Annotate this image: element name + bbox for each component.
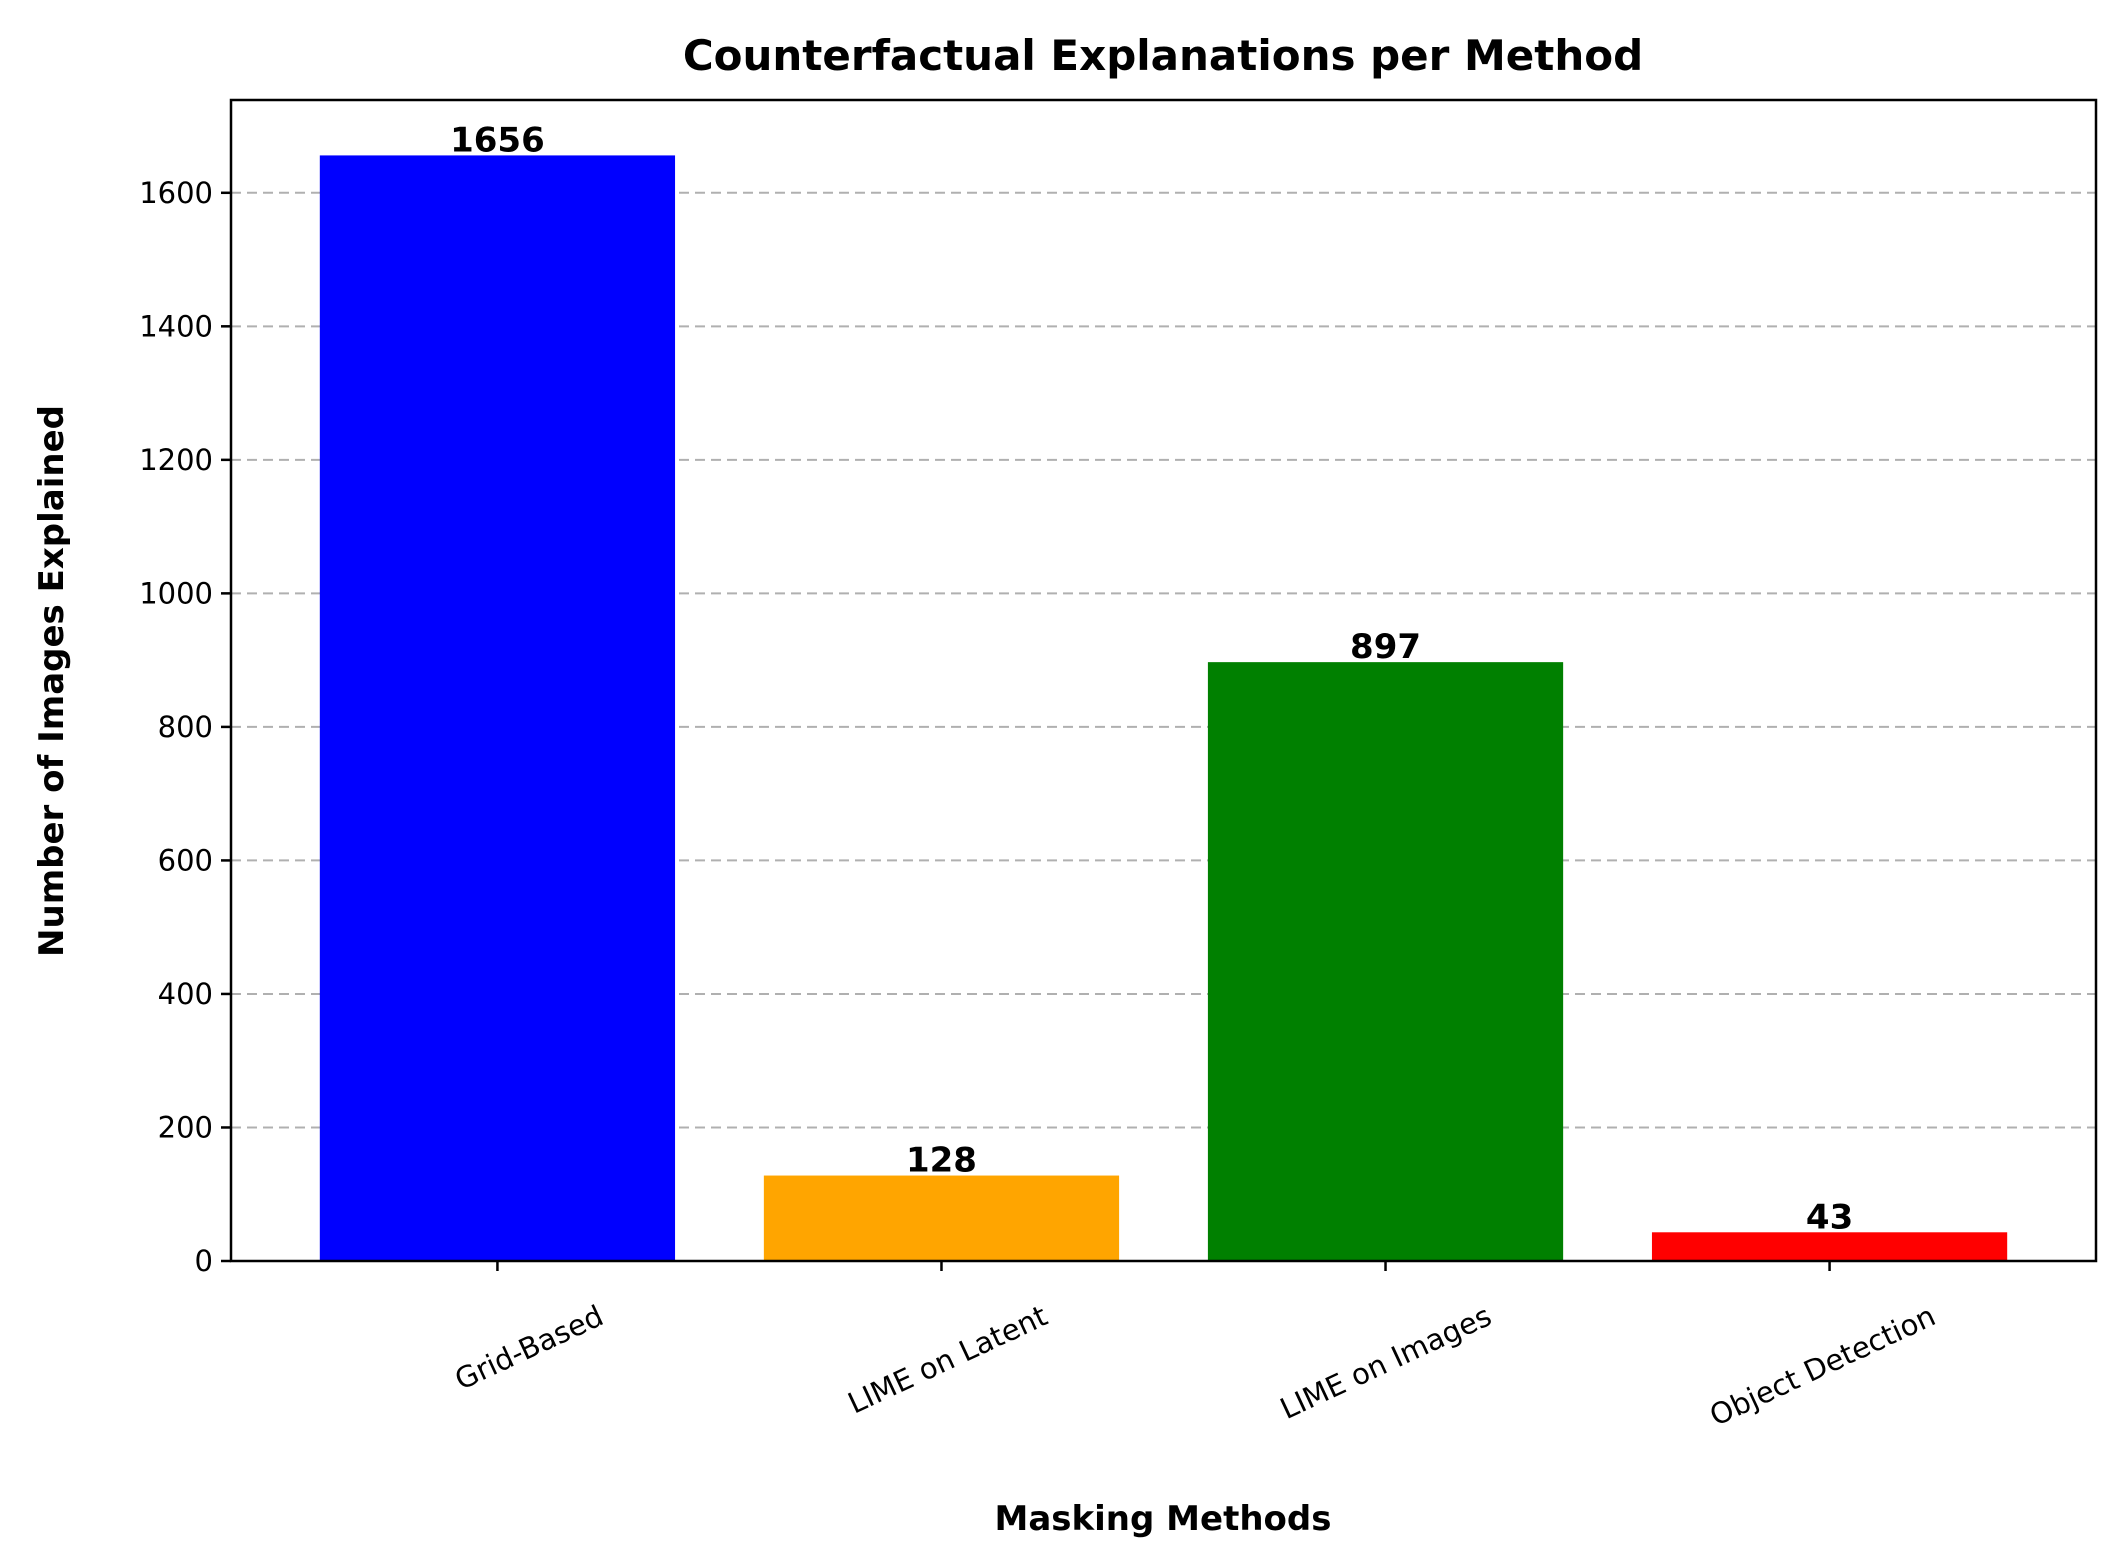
- y-tick-label: 1400: [139, 309, 213, 343]
- y-tick-label: 800: [158, 710, 213, 744]
- bar-value-label: 128: [906, 1141, 977, 1181]
- x-tick-label: LIME on Images: [1275, 1299, 1497, 1426]
- chart-title: Counterfactual Explanations per Method: [683, 31, 1643, 80]
- y-axis-ticks: 0 200 400 600 800 1000 1200 1400 1600: [139, 176, 231, 1278]
- bars: [319, 155, 2008, 1262]
- x-tick-label: LIME on Latent: [843, 1299, 1053, 1421]
- bar-value-label: 897: [1350, 627, 1421, 667]
- y-tick-label: 400: [158, 977, 213, 1011]
- x-tick-label: Object Detection: [1705, 1299, 1941, 1433]
- y-tick-label: 0: [195, 1244, 213, 1278]
- x-axis-label: Masking Methods: [995, 1499, 1332, 1539]
- x-axis-ticks: Grid-Based LIME on Latent LIME on Images Ob…: [450, 1261, 1941, 1433]
- bar-value-label: 43: [1806, 1197, 1853, 1237]
- y-tick-label: 600: [158, 843, 213, 877]
- y-tick-label: 1000: [139, 576, 213, 610]
- y-tick-label: 200: [158, 1110, 213, 1144]
- bar: [1651, 1232, 2008, 1261]
- bar: [763, 1175, 1120, 1261]
- x-tick-label: Grid-Based: [450, 1299, 609, 1397]
- plot-frame: [229, 98, 2098, 1263]
- y-tick-label: 1200: [139, 443, 213, 477]
- bar: [319, 155, 676, 1262]
- y-axis-label: Number of Images Explained: [32, 405, 72, 957]
- bar-value-label: 1656: [450, 120, 545, 160]
- value-labels: 1656 128 897 43: [450, 120, 1853, 1237]
- bar: [1207, 662, 1564, 1261]
- y-tick-label: 1600: [139, 176, 213, 210]
